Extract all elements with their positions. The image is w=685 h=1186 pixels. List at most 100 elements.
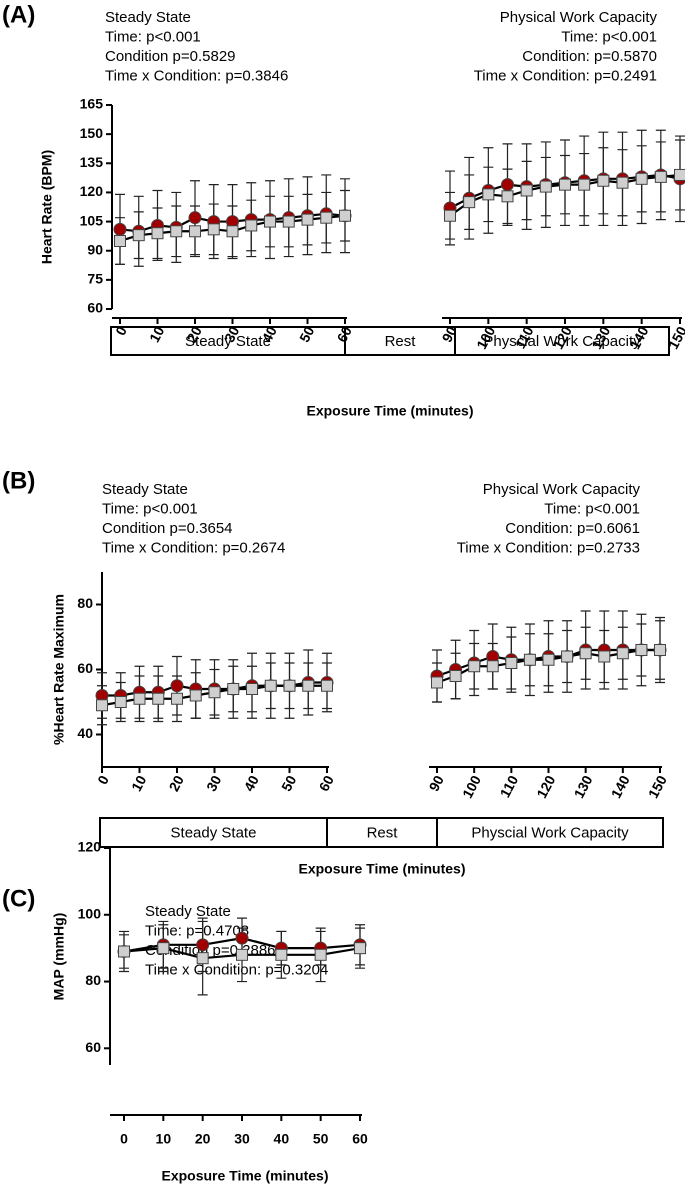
marker (96, 699, 108, 712)
marker (598, 650, 611, 663)
marker (171, 692, 183, 705)
x-axis-label: Exposure Time (minutes) (298, 861, 465, 877)
marker (559, 178, 571, 191)
marker (283, 679, 296, 692)
marker (321, 679, 333, 692)
marker (654, 644, 666, 656)
stat-text: Time x Condition: p=0.3846 (105, 67, 288, 84)
phase-label: Physcial Work Capacity (471, 824, 629, 841)
y-tick-label: 80 (85, 972, 101, 988)
marker (616, 647, 629, 660)
stat-text: Condition: p=0.5870 (522, 48, 657, 65)
x-tick-label: 150 (645, 772, 670, 800)
marker (635, 172, 648, 185)
phase-box (454, 326, 670, 356)
y-tick-label: 90 (87, 241, 103, 257)
marker (114, 235, 126, 247)
marker (501, 190, 514, 203)
marker (151, 227, 164, 240)
stat-text: Time: p=0.4708 (145, 922, 249, 939)
mean-line (119, 173, 681, 233)
y-tick-label: 120 (78, 839, 102, 855)
marker (264, 215, 276, 228)
marker (207, 223, 220, 236)
stat-text: Condition p=0.5829 (105, 48, 236, 65)
x-tick-label: 10 (128, 772, 150, 793)
marker (597, 174, 610, 187)
marker (189, 689, 202, 702)
x-tick-label: 10 (156, 1131, 172, 1147)
stat-text: Time: p<0.001 (105, 28, 201, 45)
phase-label: Rest (367, 824, 399, 841)
x-tick-label: 30 (203, 772, 225, 793)
marker (301, 213, 314, 226)
panel-label: (A) (2, 1, 35, 28)
marker (539, 180, 552, 193)
marker (227, 683, 240, 695)
marker (133, 692, 146, 705)
marker (501, 178, 514, 192)
x-tick-label: 30 (234, 1131, 250, 1147)
marker (264, 679, 277, 692)
stat-text: Time: p<0.001 (102, 500, 198, 517)
marker (449, 670, 462, 682)
y-tick-label: 60 (85, 1039, 101, 1055)
x-tick-label: 0 (94, 772, 112, 787)
stat-text: Time x Condition: p=0.3204 (145, 961, 328, 978)
stat-text: Time x Condition: p=0.2491 (474, 67, 657, 84)
marker (542, 653, 555, 666)
marker (444, 209, 456, 222)
x-tick-label: 0 (112, 323, 130, 338)
marker (114, 696, 127, 708)
marker (482, 188, 495, 201)
marker (196, 952, 209, 965)
x-tick-label: 110 (497, 772, 522, 800)
x-tick-label: 60 (315, 772, 337, 793)
marker (339, 209, 351, 222)
marker (118, 945, 130, 958)
x-tick-label: 120 (533, 772, 558, 800)
stat-text: Time: p<0.001 (544, 500, 640, 517)
marker (132, 229, 145, 242)
stat-text: Time x Condition: p=0.2733 (457, 539, 640, 556)
marker (354, 942, 366, 955)
stat-text: Steady State (105, 9, 191, 26)
panel-label: (B) (2, 467, 35, 494)
marker (520, 184, 533, 197)
x-tick-label: 0 (120, 1131, 128, 1147)
marker (505, 657, 518, 669)
x-tick-label: 20 (195, 1131, 211, 1147)
stat-text: Steady State (145, 903, 231, 920)
y-tick-label: 150 (80, 125, 104, 141)
marker (157, 942, 170, 955)
marker (635, 644, 648, 656)
phase-label: Steady State (171, 824, 257, 841)
y-tick-label: 105 (80, 212, 104, 228)
y-tick-label: 40 (77, 725, 93, 741)
marker (578, 178, 591, 191)
marker (523, 653, 536, 666)
marker (189, 225, 201, 238)
y-tick-label: 75 (87, 271, 103, 287)
y-tick-label: 165 (80, 96, 104, 112)
stat-text: Steady State (102, 481, 188, 498)
marker (561, 650, 574, 663)
x-axis-label: Exposure Time (minutes) (306, 403, 473, 419)
x-axis-label: Exposure Time (minutes) (161, 1168, 328, 1184)
stat-text: Condition p=0.3654 (102, 520, 233, 537)
marker (170, 225, 183, 238)
y-axis-label: MAP (mmHg) (51, 913, 67, 1001)
x-tick-label: 100 (459, 772, 484, 800)
phase-label: Steady State (185, 333, 271, 350)
x-tick-label: 40 (274, 1131, 290, 1147)
phase-label: Physcial Work Capacity (483, 333, 641, 350)
x-tick-label: 90 (425, 772, 447, 793)
stat-text: Time x Condition: p=0.2674 (102, 539, 285, 556)
marker (246, 683, 258, 695)
stat-text: Physical Work Capacity (500, 9, 658, 26)
stat-text: Time: p<0.001 (561, 28, 657, 45)
marker (188, 211, 202, 225)
y-axis-label: %Heart Rate Maximum (51, 594, 67, 745)
